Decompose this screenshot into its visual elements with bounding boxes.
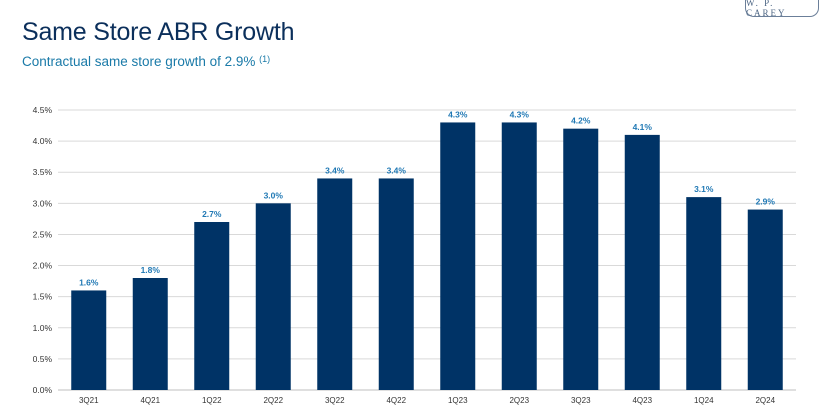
subtitle-footnote: (1) [259, 54, 271, 64]
data-label: 3.4% [387, 165, 407, 175]
bar-3q22 [317, 178, 353, 390]
bar-4q21 [132, 278, 168, 390]
bars [71, 122, 783, 390]
y-tick-label: 3.5% [33, 167, 53, 177]
x-tick-label: 4Q21 [140, 396, 160, 405]
data-label: 4.2% [571, 116, 591, 126]
bar-2q23 [501, 122, 537, 390]
bar-3q21 [71, 290, 107, 390]
bar-2q22 [255, 203, 291, 390]
y-tick-label: 4.5% [33, 105, 53, 115]
data-label: 2.9% [756, 197, 776, 207]
y-tick-label: 2.0% [33, 261, 53, 271]
data-label: 4.1% [633, 122, 653, 132]
x-tick-label: 1Q23 [448, 396, 468, 405]
page-title: Same Store ABR Growth [22, 18, 295, 46]
x-tick-label: 1Q22 [202, 396, 222, 405]
data-label: 4.3% [448, 109, 468, 119]
y-tick-label: 2.5% [33, 229, 53, 239]
x-tick-label: 3Q22 [325, 396, 345, 405]
data-label: 1.8% [141, 265, 161, 275]
x-tick-label: 2Q24 [755, 396, 775, 405]
x-axis-ticks: 3Q21 4Q21 1Q22 2Q22 3Q22 4Q22 1Q23 2Q23 3Q23 4Q23… [79, 396, 776, 405]
x-tick-label: 2Q23 [509, 396, 529, 405]
y-tick-label: 1.5% [33, 292, 53, 302]
x-tick-label: 1Q24 [694, 396, 714, 405]
data-label: 4.3% [510, 109, 530, 119]
bar-4q23 [624, 134, 660, 390]
bar-2q24 [747, 209, 783, 390]
data-label: 2.7% [202, 209, 222, 219]
gridlines [58, 109, 796, 391]
x-tick-label: 3Q21 [79, 396, 99, 405]
x-tick-label: 3Q23 [571, 396, 591, 405]
y-tick-label: 4.0% [33, 136, 53, 146]
y-tick-label: 0.0% [33, 385, 53, 395]
data-label: 3.4% [325, 165, 345, 175]
subtitle-text: Contractual same store growth of 2.9% [22, 54, 256, 69]
bar-1q22 [194, 222, 230, 390]
x-tick-label: 4Q23 [632, 396, 652, 405]
bar-1q24 [686, 197, 722, 390]
bar-1q23 [440, 122, 476, 390]
page-subtitle: Contractual same store growth of 2.9% (1… [22, 54, 270, 69]
data-label: 3.0% [264, 190, 284, 200]
x-tick-label: 2Q22 [263, 396, 283, 405]
y-tick-label: 0.5% [33, 354, 53, 364]
bar-4q22 [378, 178, 414, 390]
data-label: 3.1% [694, 184, 714, 194]
y-tick-label: 1.0% [33, 323, 53, 333]
x-tick-label: 4Q22 [386, 396, 406, 405]
company-logo: W. P. CAREY [745, 0, 819, 18]
y-axis-ticks: 0.0% 0.5% 1.0% 1.5% 2.0% 2.5% 3.0% 3.5% 4.0% 4.5% [33, 105, 53, 395]
y-tick-label: 3.0% [33, 198, 53, 208]
data-label: 1.6% [79, 277, 99, 287]
bar-3q23 [563, 128, 599, 390]
data-labels: 1.6% 1.8% 2.7% 3.0% 3.4% 3.4% 4.3% 4.3% 4.2% 4.1%… [79, 109, 775, 287]
